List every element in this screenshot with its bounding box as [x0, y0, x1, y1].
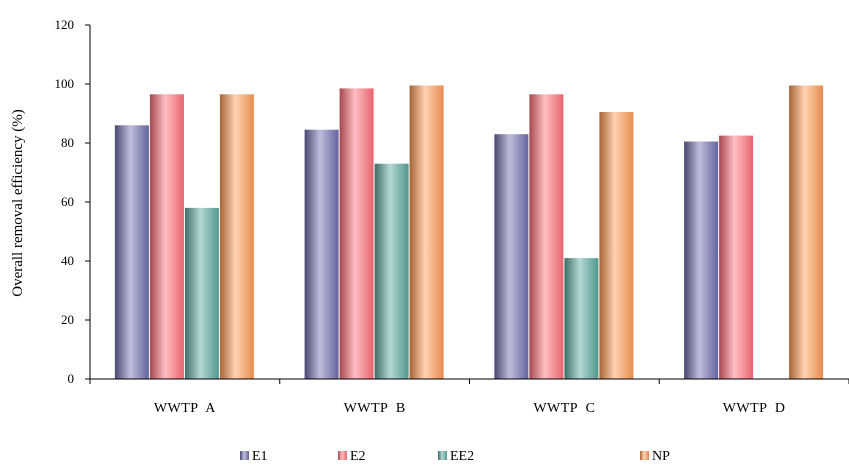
bar-np-1: [220, 94, 254, 379]
bar-np-2: [410, 86, 444, 380]
y-axis-title: Overall removal efficiency (%): [10, 109, 26, 297]
bar-e1-2: [305, 130, 339, 379]
x-category-label: WWTP C: [533, 401, 595, 416]
y-tick-label: 60: [61, 194, 74, 209]
legend: E1 E2 EE2 NP: [240, 449, 670, 463]
bar-ee2-3: [564, 258, 598, 379]
legend-label-ee2: EE2: [450, 449, 474, 463]
bar-e1-3: [494, 134, 528, 379]
legend-swatch-ee2: [438, 451, 447, 460]
bar-np-3: [599, 112, 633, 379]
legend-swatch-e2: [338, 451, 347, 460]
bar-e2-2: [340, 88, 374, 379]
y-tick-label: 80: [61, 135, 74, 150]
bar-e1-4: [684, 142, 718, 380]
y-tick-label: 40: [61, 253, 74, 268]
legend-label-e1: E1: [252, 449, 268, 463]
x-category-label: WWTP D: [723, 401, 786, 416]
y-tick-label: 100: [55, 76, 75, 91]
legend-swatch-e1: [240, 451, 249, 460]
x-category-label: WWTP B: [344, 401, 406, 416]
x-category-label: WWTP A: [154, 401, 216, 416]
legend-label-e2: E2: [350, 449, 366, 463]
y-tick-label: 0: [68, 371, 75, 386]
bar-np-4: [789, 86, 823, 380]
legend-swatch-np: [640, 451, 649, 460]
bar-ee2-2: [375, 164, 409, 379]
y-tick-label: 120: [55, 17, 75, 32]
bar-e2-4: [719, 136, 753, 379]
bar-e2-1: [150, 94, 184, 379]
legend-label-np: NP: [652, 449, 670, 463]
bar-e2-3: [529, 94, 563, 379]
bars: [115, 86, 823, 380]
y-tick-label: 20: [61, 312, 74, 327]
bar-ee2-1: [185, 208, 219, 379]
bar-e1-1: [115, 125, 149, 379]
